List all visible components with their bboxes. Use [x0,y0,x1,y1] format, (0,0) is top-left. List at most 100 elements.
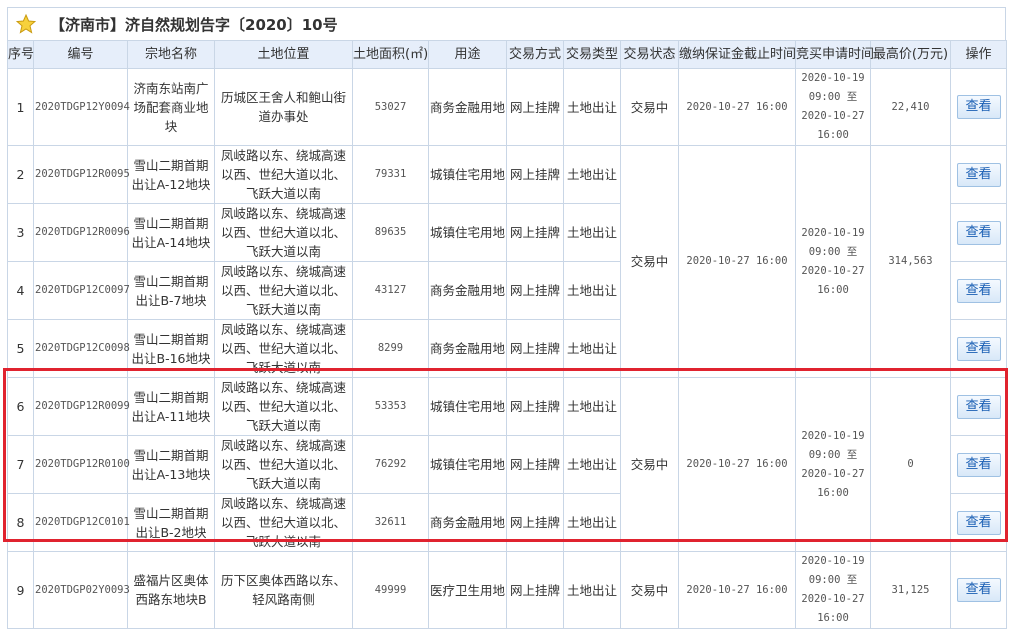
action-cell: 查看 [950,145,1007,204]
row-number: 8 [7,493,34,552]
land-use: 商务金融用地 [428,68,507,146]
row-number: 9 [7,551,34,629]
view-button[interactable]: 查看 [956,510,1001,535]
column-header: 土地面积(㎡) [352,40,429,69]
column-header: 操作 [950,40,1007,69]
parcel-location: 凤岐路以东、绕城高速以西、世纪大道以北、飞跃大道以南 [214,377,353,436]
parcel-code: 2020TDGP12C0098 [33,319,130,378]
land-use: 城镇住宅用地 [428,377,507,436]
trade-method: 网上挂牌 [506,319,564,378]
view-button[interactable]: 查看 [956,394,1001,419]
trade-type: 土地出让 [563,319,621,378]
announcement-panel: 【济南市】济自然规划告字〔2020〕10号 序号 编号 宗地名称 土地位置 土地面积(㎡… [7,7,1007,629]
parcel-area: 43127 [352,261,429,320]
parcel-code: 2020TDGP02Y0093 [33,551,130,629]
parcel-location: 历城区王舍人和鲍山街道办事处 [214,68,353,146]
row-number: 6 [7,377,34,436]
parcel-area: 79331 [352,145,429,204]
view-button[interactable]: 查看 [956,336,1001,361]
parcel-location: 凤岐路以东、绕城高速以西、世纪大道以北、飞跃大道以南 [214,145,353,204]
star-icon [16,14,36,34]
apply-time: 2020-10-19 09:00 至 2020-10-27 16:00 [795,68,871,146]
trade-status: 交易中 [620,68,679,146]
trade-status: 交易中 [620,145,679,378]
table-header: 序号 编号 宗地名称 土地位置 土地面积(㎡) 用途 交易方式 交易类型 交易状态 缴纳保证金截止… [7,40,1007,69]
deposit-deadline: 2020-10-27 16:00 [678,551,796,629]
deposit-deadline: 2020-10-27 16:00 [678,68,796,146]
trade-method: 网上挂牌 [506,145,564,204]
land-use: 城镇住宅用地 [428,145,507,204]
land-use: 医疗卫生用地 [428,551,507,629]
parcel-name: 济南东站南广场配套商业地块 [127,68,215,146]
trade-type: 土地出让 [563,203,621,262]
land-use: 城镇住宅用地 [428,203,507,262]
trade-method: 网上挂牌 [506,435,564,494]
trade-type: 土地出让 [563,551,621,629]
parcel-location: 凤岐路以东、绕城高速以西、世纪大道以北、飞跃大道以南 [214,493,353,552]
trade-method: 网上挂牌 [506,68,564,146]
trade-type: 土地出让 [563,68,621,146]
parcel-name: 雪山二期首期出让B-2地块 [127,493,215,552]
action-cell: 查看 [950,68,1007,146]
trade-type: 土地出让 [563,493,621,552]
action-cell: 查看 [950,435,1007,494]
parcel-code: 2020TDGP12C0101 [33,493,130,552]
parcel-name: 雪山二期首期出让A-12地块 [127,145,215,204]
action-cell: 查看 [950,319,1007,378]
view-button[interactable]: 查看 [956,578,1001,602]
max-price: 31,125 [870,551,951,629]
view-button[interactable]: 查看 [956,220,1001,245]
announcement-title: 【济南市】济自然规划告字〔2020〕10号 [50,15,338,34]
column-header: 最高价(万元) [870,40,951,69]
view-button[interactable]: 查看 [956,452,1001,477]
table-row: 9 2020TDGP02Y0093 盛福片区奥体西路东地块B 历下区奥体西路以东、轻风… [7,551,1007,629]
view-button[interactable]: 查看 [956,278,1001,303]
parcel-code: 2020TDGP12R0096 [33,203,130,262]
parcel-name: 雪山二期首期出让B-7地块 [127,261,215,320]
parcel-location: 凤岐路以东、绕城高速以西、世纪大道以北、飞跃大道以南 [214,261,353,320]
parcel-area: 49999 [352,551,429,629]
max-price: 314,563 [870,145,951,378]
parcel-name: 雪山二期首期出让A-14地块 [127,203,215,262]
parcel-location: 历下区奥体西路以东、轻风路南侧 [214,551,353,629]
parcel-area: 53353 [352,377,429,436]
max-price: 0 [870,377,951,552]
parcel-location: 凤岐路以东、绕城高速以西、世纪大道以北、飞跃大道以南 [214,203,353,262]
trade-method: 网上挂牌 [506,261,564,320]
column-header: 竞买申请时间 [795,40,874,69]
table-row: 8 2020TDGP12C0101 雪山二期首期出让B-2地块 凤岐路以东、绕城高速以… [7,493,1007,552]
trade-status: 交易中 [620,377,679,552]
parcel-area: 8299 [352,319,429,378]
parcel-name: 雪山二期首期出让B-16地块 [127,319,215,378]
column-header: 土地位置 [214,40,353,69]
apply-time: 2020-10-19 09:00 至 2020-10-27 16:00 [795,551,871,629]
parcel-code: 2020TDGP12R0100 [33,435,130,494]
row-number: 2 [7,145,34,204]
title-bar: 【济南市】济自然规划告字〔2020〕10号 [7,7,1006,40]
land-use: 商务金融用地 [428,319,507,378]
parcel-code: 2020TDGP12C0097 [33,261,130,320]
parcel-area: 89635 [352,203,429,262]
parcel-location: 凤岐路以东、绕城高速以西、世纪大道以北、飞跃大道以南 [214,319,353,378]
action-cell: 查看 [950,203,1007,262]
row-number: 1 [7,68,34,146]
view-button[interactable]: 查看 [956,95,1001,119]
table-row: 4 2020TDGP12C0097 雪山二期首期出让B-7地块 凤岐路以东、绕城高速以… [7,261,1007,320]
parcel-area: 76292 [352,435,429,494]
parcel-name: 雪山二期首期出让A-11地块 [127,377,215,436]
table-row: 3 2020TDGP12R0096 雪山二期首期出让A-14地块 凤岐路以东、绕城高速… [7,203,1007,262]
action-cell: 查看 [950,551,1007,629]
trade-method: 网上挂牌 [506,551,564,629]
column-header: 交易类型 [563,40,621,69]
row-number: 4 [7,261,34,320]
trade-type: 土地出让 [563,145,621,204]
parcel-code: 2020TDGP12Y0094 [33,68,130,146]
parcel-area: 53027 [352,68,429,146]
table-row: 1 2020TDGP12Y0094 济南东站南广场配套商业地块 历城区王舍人和鲍山街道… [7,68,1007,146]
trade-type: 土地出让 [563,377,621,436]
column-header: 交易方式 [506,40,564,69]
parcel-name: 盛福片区奥体西路东地块B [127,551,215,629]
trade-method: 网上挂牌 [506,493,564,552]
view-button[interactable]: 查看 [956,162,1001,187]
column-header: 缴纳保证金截止时间 [678,40,796,69]
